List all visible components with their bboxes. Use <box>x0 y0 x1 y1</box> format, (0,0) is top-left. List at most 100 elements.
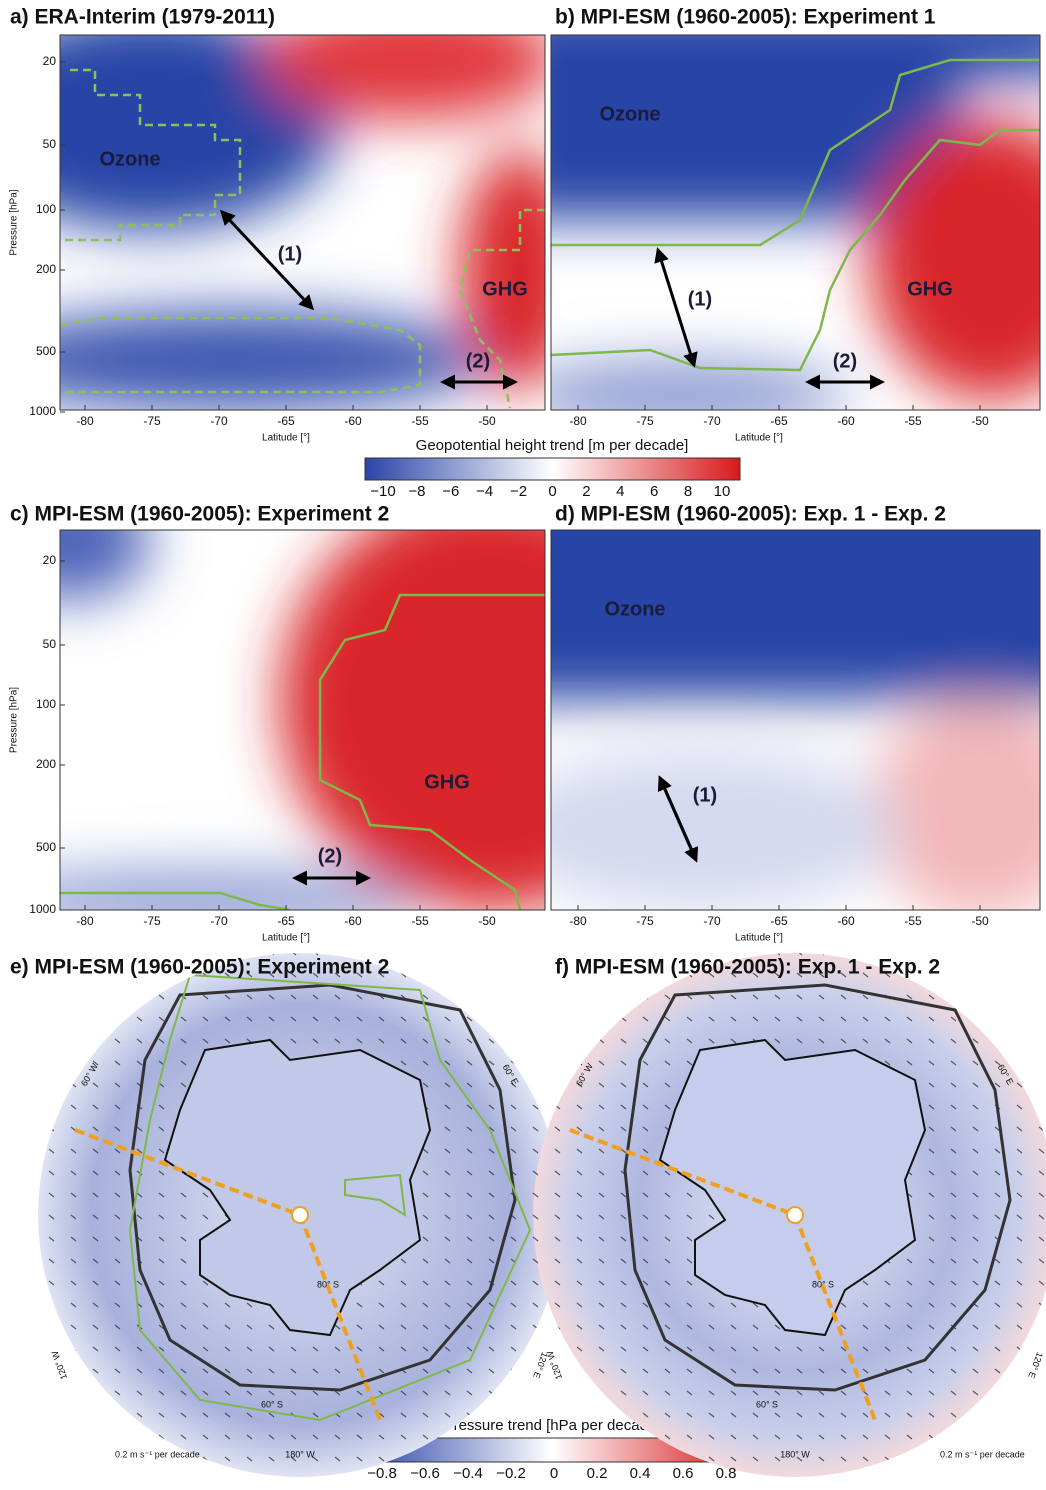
panel-frame <box>550 529 1041 911</box>
y-tick-label: 1000 <box>29 404 56 418</box>
y-tick-label: 200 <box>36 262 56 276</box>
colorbar-tick-label: 0.4 <box>630 1465 651 1482</box>
annotation: GHG <box>907 278 953 300</box>
annotation: (2) <box>833 350 857 372</box>
panel-title: a) ERA-Interim (1979-2011) <box>10 6 275 29</box>
y-tick-label: 100 <box>36 697 56 711</box>
annotation: Ozone <box>604 598 665 620</box>
x-tick-label: -60 <box>344 914 362 928</box>
x-tick-label: -70 <box>210 914 228 928</box>
panel-title: d) MPI-ESM (1960-2005): Exp. 1 - Exp. 2 <box>555 503 946 526</box>
x-tick-label: -80 <box>76 914 94 928</box>
x-tick-label: -60 <box>837 914 855 928</box>
panel-title: c) MPI-ESM (1960-2005): Experiment 2 <box>10 503 389 526</box>
map-label: 120° E <box>1026 1351 1045 1380</box>
annotation: (1) <box>278 243 302 265</box>
annotation: (1) <box>693 784 717 806</box>
x-tick-label: -50 <box>478 414 496 428</box>
x-axis-label: Latitude [°] <box>262 433 310 444</box>
colorbar-tick-label: 10 <box>714 483 731 500</box>
colorbar-tick-label: −6 <box>442 483 459 500</box>
x-tick-label: -75 <box>143 414 161 428</box>
colorbar-tick-label: 0.8 <box>716 1465 737 1482</box>
map-label: 120° W <box>544 1349 564 1381</box>
x-axis-label: Latitude [°] <box>262 933 310 944</box>
colorbar-tick-label: −8 <box>408 483 425 500</box>
annotation: GHG <box>424 771 470 793</box>
x-tick-label: -70 <box>210 414 228 428</box>
map-label: 180° W <box>285 1449 315 1459</box>
y-axis-label: Pressure [hPa] <box>9 189 20 255</box>
x-tick-label: -60 <box>837 414 855 428</box>
x-tick-label: -65 <box>277 414 295 428</box>
x-tick-label: -55 <box>904 914 922 928</box>
y-tick-label: 50 <box>43 637 57 651</box>
colorbar-tick-label: 2 <box>582 483 590 500</box>
panel-d-field <box>551 530 1040 910</box>
colorbar-tick-label: 4 <box>616 483 624 500</box>
map-label: 60° S <box>756 1399 778 1409</box>
x-tick-label: -80 <box>569 914 587 928</box>
panel-frame <box>59 529 546 911</box>
y-tick-label: 500 <box>36 344 56 358</box>
x-tick-label: -80 <box>569 414 587 428</box>
y-tick-label: 1000 <box>29 902 56 916</box>
x-tick-label: -80 <box>76 414 94 428</box>
y-tick-label: 200 <box>36 757 56 771</box>
vector-scale: 0.2 m s⁻¹ per decade <box>115 1449 200 1459</box>
panel-frame <box>59 34 546 411</box>
annotation: GHG <box>482 278 528 300</box>
x-tick-label: -75 <box>143 914 161 928</box>
x-tick-label: -55 <box>904 414 922 428</box>
vector-scale: 0.2 m s⁻¹ per decade <box>940 1449 1025 1459</box>
colorbar <box>364 457 741 481</box>
x-axis-label: Latitude [°] <box>735 433 783 444</box>
map-title: e) MPI-ESM (1960-2005): Experiment 2 <box>10 956 389 979</box>
annotation: (2) <box>318 845 342 867</box>
x-tick-label: -65 <box>770 914 788 928</box>
colorbar-tick-label: −0.4 <box>453 1465 483 1482</box>
map-label: 80° S <box>812 1279 834 1289</box>
x-tick-label: -50 <box>971 414 989 428</box>
map-label: 180° W <box>780 1449 810 1459</box>
colorbar-tick-label: −0.2 <box>496 1465 526 1482</box>
x-tick-label: -65 <box>770 414 788 428</box>
x-tick-label: -70 <box>703 914 721 928</box>
panel-b-field <box>551 35 1040 410</box>
map-label: 60° S <box>261 1399 283 1409</box>
map-label: 80° S <box>317 1279 339 1289</box>
map-title: f) MPI-ESM (1960-2005): Exp. 1 - Exp. 2 <box>555 956 940 979</box>
x-tick-label: -60 <box>344 414 362 428</box>
y-axis-label: Pressure [hPa] <box>9 687 20 753</box>
map-f <box>533 953 1046 1477</box>
x-tick-label: -70 <box>703 414 721 428</box>
map-label: 120° W <box>49 1349 69 1381</box>
y-tick-label: 50 <box>43 137 57 151</box>
colorbar-tick-label: 0.2 <box>587 1465 608 1482</box>
colorbar-label: Geopotential height trend [m per decade] <box>416 437 689 454</box>
colorbar-tick-label: 0 <box>548 483 556 500</box>
y-tick-label: 500 <box>36 840 56 854</box>
y-tick-label: 100 <box>36 202 56 216</box>
annotation: (1) <box>688 288 712 310</box>
panel-c-field <box>60 530 545 910</box>
x-tick-label: -50 <box>971 914 989 928</box>
x-tick-label: -50 <box>478 914 496 928</box>
panel-title: b) MPI-ESM (1960-2005): Experiment 1 <box>555 6 936 29</box>
annotation: (2) <box>466 350 490 372</box>
colorbar-label: Pressure trend [hPa per decade] <box>444 1417 661 1434</box>
x-tick-label: -75 <box>636 414 654 428</box>
x-tick-label: -55 <box>411 914 429 928</box>
y-tick-label: 20 <box>43 553 57 567</box>
panel-a-field <box>60 35 545 410</box>
x-axis-label: Latitude [°] <box>735 933 783 944</box>
x-tick-label: -55 <box>411 414 429 428</box>
annotation: Ozone <box>599 103 660 125</box>
colorbar-tick-label: −2 <box>510 483 527 500</box>
colorbar-tick-label: −10 <box>370 483 395 500</box>
colorbar-tick-label: −4 <box>476 483 493 500</box>
colorbar-tick-label: −0.8 <box>367 1465 397 1482</box>
x-tick-label: -75 <box>636 914 654 928</box>
